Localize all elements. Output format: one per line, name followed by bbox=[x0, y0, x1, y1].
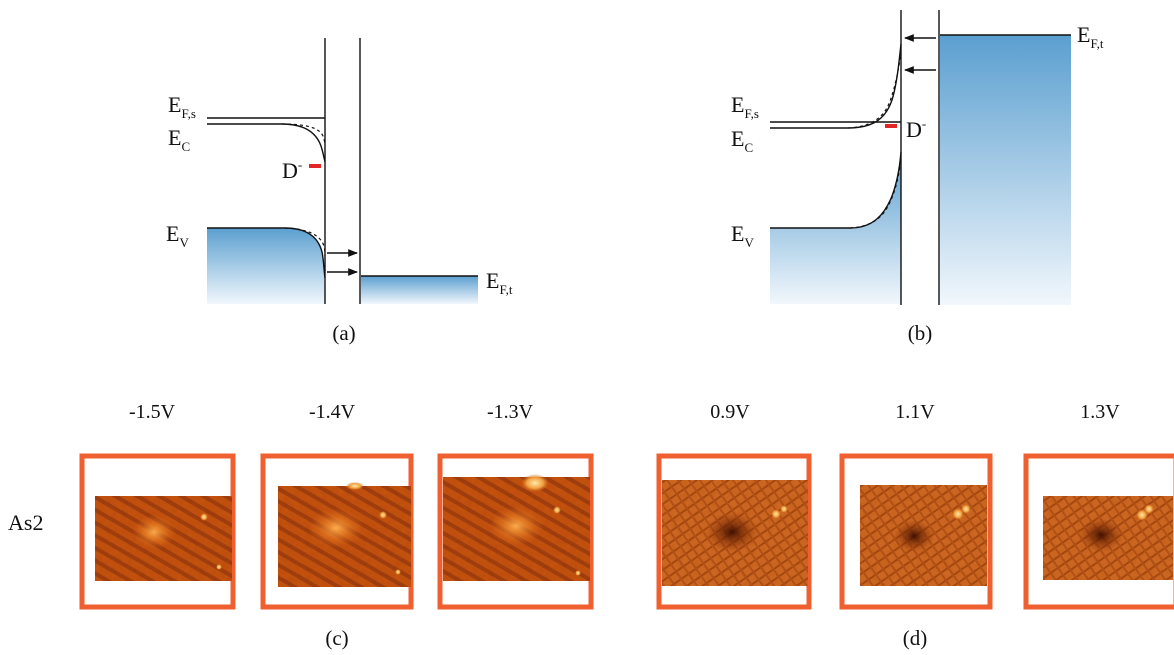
caption-c: (c) bbox=[325, 626, 348, 650]
voltage-label-d-3: 1.3V bbox=[1080, 401, 1120, 423]
valence-band-edge bbox=[207, 227, 326, 279]
stm-image-d-3 bbox=[1023, 453, 1174, 610]
label-ef-s: EF,s bbox=[168, 92, 196, 121]
donor-level-marker-b bbox=[885, 124, 897, 128]
conduction-band-dashed bbox=[281, 123, 326, 145]
panel-d-stm-images: 0.9V 1.1V 1.3V bbox=[656, 401, 1174, 650]
caption-d: (d) bbox=[903, 626, 928, 650]
row-label: As2 bbox=[8, 510, 43, 535]
stm-image-c-3 bbox=[437, 453, 594, 610]
label-ec-b: EC bbox=[731, 126, 753, 155]
label-ev: EV bbox=[166, 221, 189, 250]
label-ef-t-b: EF,t bbox=[1077, 22, 1104, 51]
stm-image-c-2 bbox=[260, 453, 414, 610]
valence-band-fill bbox=[207, 228, 325, 304]
stm-image-d-2 bbox=[839, 453, 993, 610]
voltage-label-d-1: 0.9V bbox=[710, 401, 750, 423]
label-donor-b: D- bbox=[906, 116, 926, 142]
label-ef-t: EF,t bbox=[486, 268, 513, 297]
stm-image-d-1 bbox=[656, 453, 812, 610]
panel-a-band-diagram: EF,s EC D- EV EF,t (a) bbox=[166, 38, 513, 345]
conduction-band-edge bbox=[207, 123, 326, 163]
donor-level-marker bbox=[309, 164, 321, 168]
valence-band-dashed-b bbox=[849, 165, 901, 229]
caption-b: (b) bbox=[908, 321, 933, 345]
caption-a: (a) bbox=[332, 321, 355, 345]
voltage-label-c-3: -1.3V bbox=[487, 401, 534, 423]
label-ev-b: EV bbox=[731, 221, 754, 250]
conduction-band-dashed-b bbox=[847, 53, 902, 129]
label-ec: EC bbox=[168, 125, 190, 154]
voltage-label-c-2: -1.4V bbox=[309, 401, 356, 423]
stm-image-c-1 bbox=[79, 453, 236, 610]
tip-fermi-fill-b bbox=[940, 35, 1071, 305]
label-donor: D- bbox=[282, 157, 302, 183]
label-ef-s-b: EF,s bbox=[731, 92, 759, 121]
voltage-label-c-1: -1.5V bbox=[129, 401, 176, 423]
panel-b-band-diagram: EF,s EC D- EV EF,t (b) bbox=[731, 10, 1104, 345]
panel-c-stm-images: As2 -1.5V -1.4V -1.3V bbox=[8, 401, 594, 650]
voltage-label-d-2: 1.1V bbox=[895, 401, 935, 423]
tip-fermi-fill bbox=[361, 276, 478, 304]
